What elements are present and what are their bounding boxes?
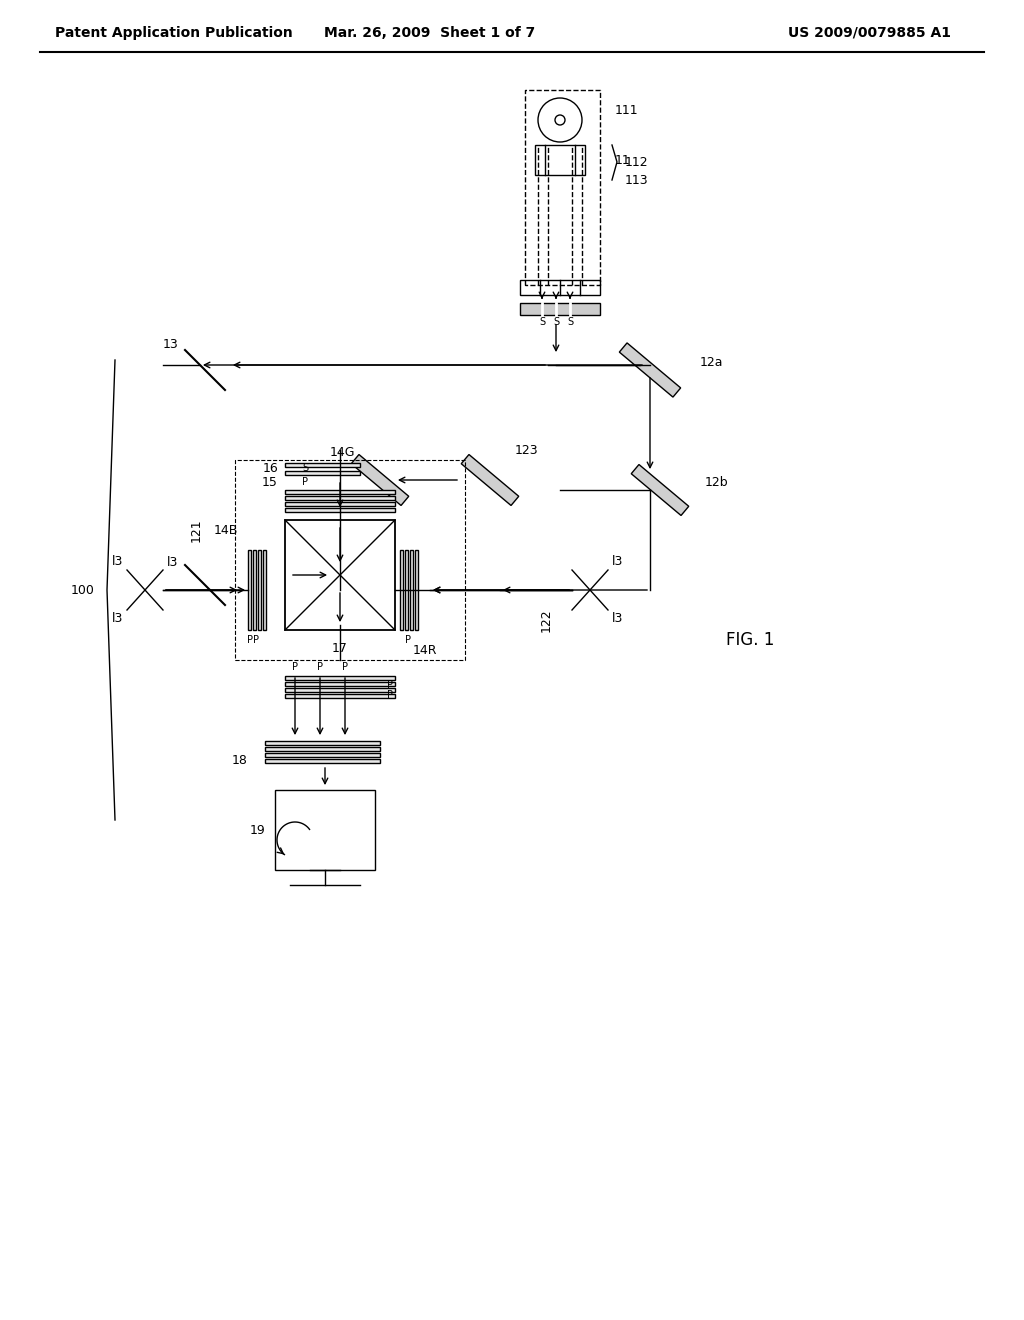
- Bar: [265, 752, 380, 756]
- Text: P: P: [387, 690, 393, 700]
- Bar: [265, 759, 380, 763]
- Bar: [253, 550, 256, 630]
- Text: l3: l3: [112, 612, 123, 624]
- Bar: [275, 789, 375, 870]
- Text: 18: 18: [232, 754, 248, 767]
- Bar: [285, 490, 395, 494]
- Bar: [265, 741, 380, 744]
- Bar: [406, 550, 408, 630]
- Text: P: P: [302, 477, 308, 487]
- Text: 14R: 14R: [413, 644, 437, 656]
- Text: 11: 11: [615, 153, 631, 166]
- Bar: [285, 463, 360, 467]
- Polygon shape: [461, 454, 519, 506]
- Text: 13: 13: [162, 338, 178, 351]
- Text: S: S: [553, 317, 559, 327]
- Bar: [265, 747, 380, 751]
- Bar: [285, 496, 395, 500]
- Text: 111: 111: [615, 103, 639, 116]
- Bar: [535, 145, 585, 176]
- Bar: [415, 550, 418, 630]
- Bar: [248, 550, 251, 630]
- Text: P: P: [253, 635, 259, 645]
- Bar: [285, 682, 395, 686]
- Text: 112: 112: [625, 156, 648, 169]
- Text: P: P: [342, 663, 348, 672]
- Text: 113: 113: [625, 173, 648, 186]
- Text: 14G: 14G: [330, 446, 355, 458]
- Text: P: P: [317, 663, 323, 672]
- Text: P: P: [406, 635, 411, 645]
- Bar: [285, 520, 395, 630]
- Bar: [285, 471, 360, 475]
- Text: 16: 16: [262, 462, 278, 474]
- Text: S: S: [302, 463, 308, 473]
- Text: 12a: 12a: [700, 355, 724, 368]
- Bar: [400, 550, 403, 630]
- Text: P: P: [247, 635, 253, 645]
- Text: P: P: [387, 680, 393, 690]
- Text: FIG. 1: FIG. 1: [726, 631, 774, 649]
- Bar: [285, 676, 395, 680]
- Text: l3: l3: [612, 554, 624, 568]
- Text: US 2009/0079885 A1: US 2009/0079885 A1: [788, 26, 951, 40]
- Text: 100: 100: [71, 583, 95, 597]
- Text: 17: 17: [332, 642, 348, 655]
- Text: Mar. 26, 2009  Sheet 1 of 7: Mar. 26, 2009 Sheet 1 of 7: [325, 26, 536, 40]
- Bar: [285, 508, 395, 512]
- Text: S: S: [567, 317, 573, 327]
- Text: 15: 15: [262, 475, 278, 488]
- Bar: [520, 304, 600, 315]
- Text: 12b: 12b: [705, 475, 729, 488]
- Text: l3: l3: [167, 556, 178, 569]
- Bar: [258, 550, 261, 630]
- Bar: [234, 459, 465, 660]
- Text: 121: 121: [190, 519, 203, 541]
- Text: 14B: 14B: [214, 524, 238, 536]
- Bar: [410, 550, 413, 630]
- Bar: [285, 694, 395, 698]
- Text: l3: l3: [112, 554, 123, 568]
- Text: Patent Application Publication: Patent Application Publication: [55, 26, 293, 40]
- Polygon shape: [631, 465, 689, 516]
- Bar: [520, 280, 600, 294]
- Bar: [263, 550, 266, 630]
- Text: 122: 122: [540, 609, 553, 632]
- Bar: [285, 502, 395, 506]
- Polygon shape: [620, 343, 681, 397]
- Text: 123: 123: [515, 444, 539, 457]
- Text: S: S: [539, 317, 545, 327]
- Polygon shape: [351, 454, 409, 506]
- Text: P: P: [292, 663, 298, 672]
- Text: l3: l3: [612, 612, 624, 624]
- Text: 19: 19: [249, 824, 265, 837]
- Bar: [285, 688, 395, 692]
